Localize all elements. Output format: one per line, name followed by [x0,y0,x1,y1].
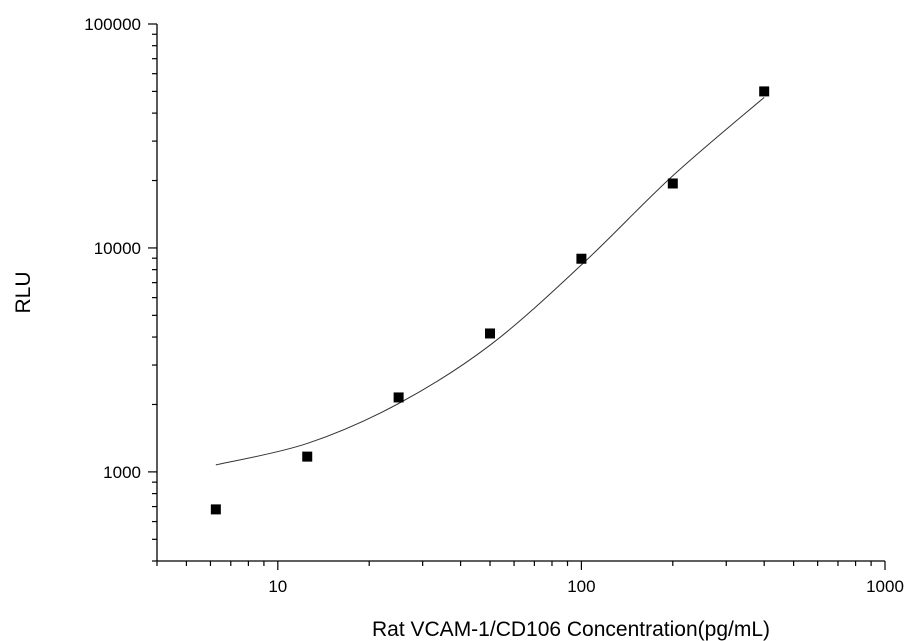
x-axis-ticks: 10 100 1000 [156,561,904,596]
y-tick-label: 1000 [103,463,141,482]
data-point [667,178,678,189]
fit-curve [215,97,765,466]
x-axis-label: Rat VCAM-1/CD106 Concentration(pg/mL) [372,618,770,641]
x-tick-label: 10 [268,577,287,596]
data-point [485,328,496,339]
data-point [302,451,313,462]
plot-series [210,86,770,515]
y-axis-ticks: 1000 10000 100000 [84,15,157,562]
data-point [210,504,221,515]
y-tick-label: 10000 [94,239,141,258]
y-axis-label: RLU [12,271,35,313]
data-point [576,253,587,264]
x-tick-label: 1000 [866,577,904,596]
data-point [393,392,404,403]
chart-axes [156,24,885,562]
y-tick-label: 100000 [84,15,141,34]
x-tick-label: 100 [567,577,595,596]
data-point [759,86,770,97]
